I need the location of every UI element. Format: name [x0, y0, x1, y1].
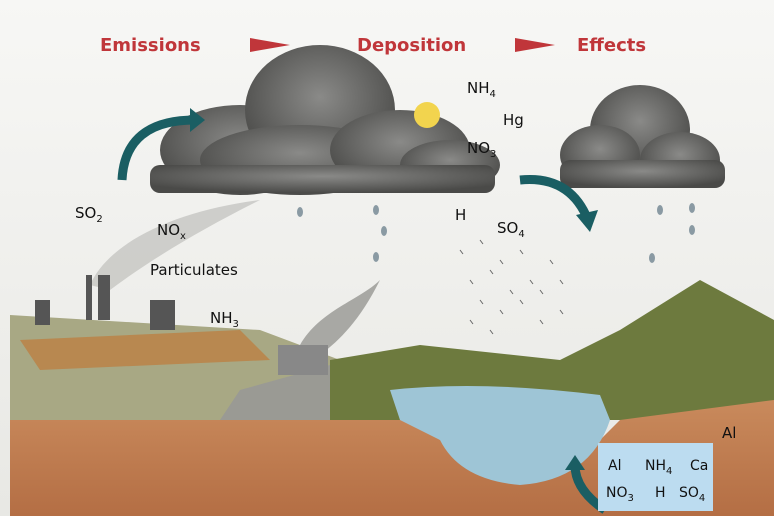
- formula-text: SO: [679, 485, 699, 501]
- formula-text: NO: [467, 139, 490, 157]
- formula-text: NO: [606, 485, 628, 501]
- formula: Ca: [690, 458, 708, 474]
- formula: Hg: [503, 111, 524, 129]
- formula-text: Particulates: [150, 261, 238, 279]
- formula: NO3: [467, 139, 496, 160]
- formula-subscript: 2: [96, 214, 102, 225]
- formula-text: NH: [210, 309, 233, 327]
- arrow-head: [565, 455, 585, 470]
- formula-text: NO: [157, 221, 180, 239]
- formula-subscript: x: [180, 231, 186, 242]
- formula: NH4: [467, 79, 496, 100]
- formula-text: Hg: [503, 111, 524, 129]
- formula-text: NH: [645, 458, 666, 474]
- step-arrow: [250, 38, 290, 52]
- formula-text: Al: [608, 458, 621, 474]
- formula-subscript: 4: [699, 493, 705, 504]
- formula: NH4: [645, 458, 672, 477]
- formula-subscript: 4: [518, 229, 524, 240]
- cloud-left: [150, 45, 500, 195]
- formula: Al: [722, 424, 736, 442]
- formula: Al: [608, 458, 621, 474]
- step-arrow: [515, 38, 555, 52]
- formula-text: H: [655, 485, 666, 501]
- formula-text: Ca: [690, 458, 708, 474]
- formula: SO4: [497, 219, 525, 240]
- arrow-emissions: [117, 115, 196, 181]
- forest: [330, 280, 774, 420]
- formula: SO2: [75, 204, 103, 225]
- formula: NOx: [157, 221, 186, 242]
- truck: [278, 345, 328, 375]
- lake: [390, 386, 610, 485]
- field: [20, 330, 270, 370]
- formula-text: SO: [75, 204, 96, 222]
- step-label: Effects: [577, 35, 646, 56]
- formula: H: [455, 206, 466, 224]
- formula-subscript: 4: [666, 466, 672, 477]
- step-label: Deposition: [357, 35, 466, 56]
- cloud-right: [560, 85, 725, 188]
- acid-rain: [459, 239, 564, 335]
- raindrops: [297, 203, 695, 263]
- truck-smoke: [300, 280, 380, 355]
- factory: [35, 275, 175, 330]
- arrow-head: [576, 210, 598, 232]
- formula-text: H: [455, 206, 466, 224]
- formula: NH3: [210, 309, 239, 330]
- arrow-deposition: [519, 175, 593, 222]
- formula-text: NH: [467, 79, 490, 97]
- formula-subscript: 3: [628, 493, 634, 504]
- arrow-head: [190, 108, 205, 132]
- formula-text: SO: [497, 219, 518, 237]
- formula: SO4: [679, 485, 705, 504]
- formula: Particulates: [150, 261, 238, 279]
- step-label: Emissions: [100, 35, 201, 56]
- formula: H: [655, 485, 666, 501]
- soil-box: [598, 443, 713, 511]
- formula-subscript: 3: [490, 149, 496, 160]
- formula-text: Al: [722, 424, 736, 442]
- sun: [414, 102, 440, 128]
- road: [220, 365, 360, 420]
- smoke: [90, 200, 260, 290]
- formula-subscript: 4: [490, 89, 496, 100]
- formula: NO3: [606, 485, 634, 504]
- formula-subscript: 3: [233, 319, 239, 330]
